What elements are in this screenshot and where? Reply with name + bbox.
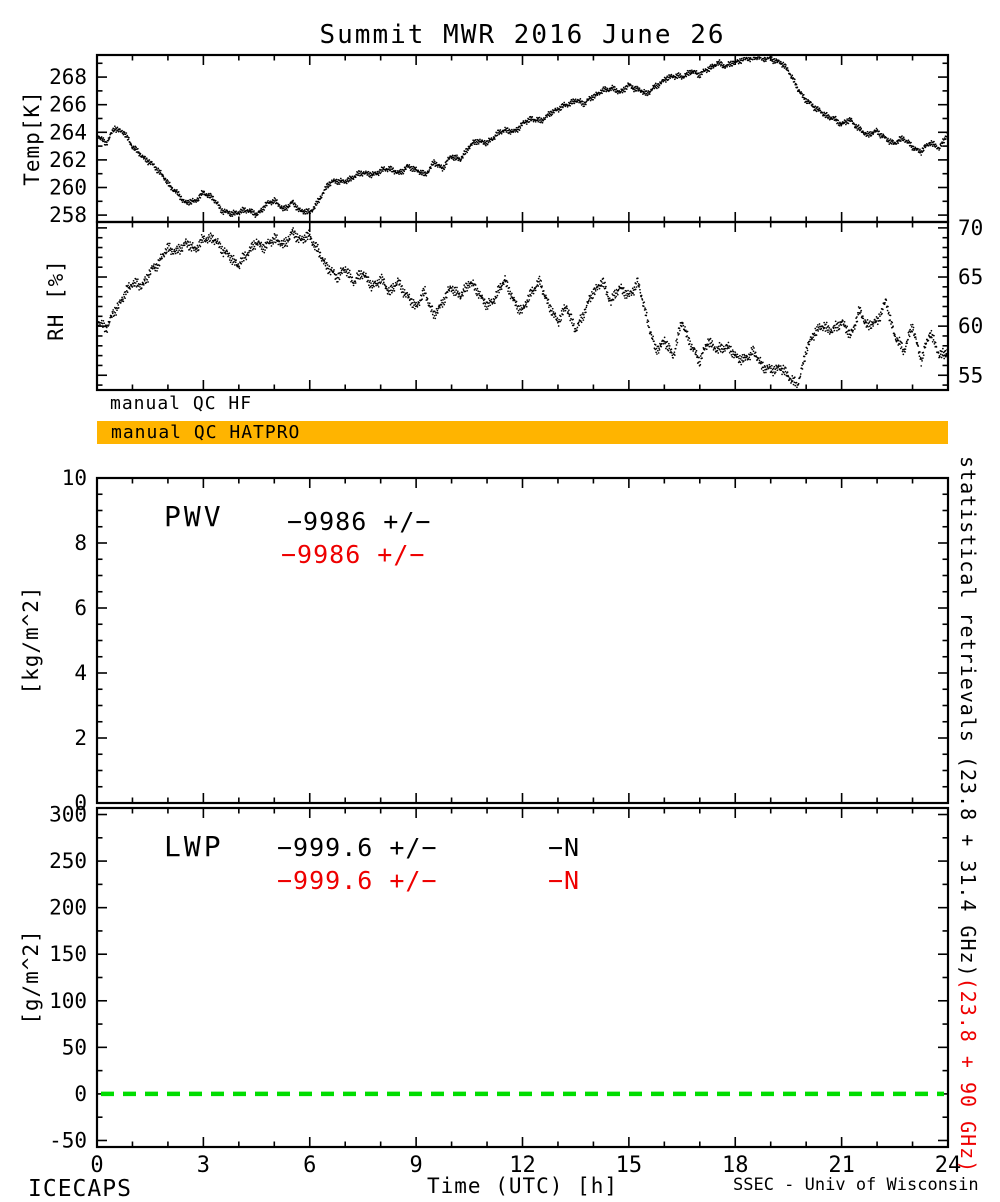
rh-axis-label: RH [%] [44, 259, 68, 341]
temp-plot-area: 258 260 262 264 266 268 [49, 53, 950, 227]
pwv-stat-black: −9986 +/− [287, 507, 432, 536]
svg-text:15: 15 [616, 1153, 643, 1178]
svg-text:9: 9 [410, 1153, 423, 1178]
svg-text:264: 264 [49, 120, 87, 144]
svg-text:8: 8 [74, 531, 87, 555]
svg-text:150: 150 [49, 942, 87, 966]
lwp-axis-label: [g/m^2] [19, 929, 43, 1025]
svg-text:100: 100 [49, 989, 87, 1013]
retrieval-caption: statistical retrievals (23.8 + 31.4 GHz)… [950, 456, 980, 1173]
svg-text:21: 21 [828, 1153, 855, 1178]
svg-text:10: 10 [62, 466, 87, 490]
chart-title: Summit MWR 2016 June 26 [319, 20, 726, 50]
pwv-plot-area: 0 2 4 6 8 10 [62, 466, 950, 815]
lwp-label: LWP [164, 830, 224, 863]
lwp-stat-red: −999.6 +/− [277, 866, 438, 895]
svg-text:268: 268 [49, 65, 87, 89]
svg-text:0: 0 [90, 1153, 103, 1178]
svg-text:0: 0 [74, 791, 87, 815]
svg-text:50: 50 [62, 1035, 87, 1059]
svg-text:6: 6 [303, 1153, 316, 1178]
svg-text:55: 55 [958, 363, 983, 387]
credit-label: SSEC - Univ of Wisconsin [733, 1175, 979, 1195]
svg-text:6: 6 [74, 596, 87, 620]
pwv-stat-red: −9986 +/− [281, 540, 426, 569]
retrieval-caption-red: (23.8 + 90 GHz) [956, 977, 980, 1174]
qc-hatpro-bar: manual QC HATPRO [97, 421, 948, 444]
svg-text:60: 60 [958, 314, 983, 338]
x-axis-label: Time (UTC) [h] [426, 1174, 618, 1198]
svg-text:266: 266 [49, 93, 87, 117]
lwp-plot-area: -50 0 50 100 150 200 250 300 [49, 803, 950, 1152]
svg-text:262: 262 [49, 148, 87, 172]
svg-text:70: 70 [958, 216, 983, 240]
svg-text:2: 2 [74, 726, 87, 750]
lwp-n-red: −N [548, 866, 581, 895]
project-label: ICECAPS [28, 1176, 132, 1202]
svg-text:-50: -50 [49, 1128, 87, 1152]
pwv-axis-label: [kg/m^2] [19, 585, 43, 695]
svg-text:4: 4 [74, 661, 87, 685]
temp-axis-label: Temp[K] [20, 90, 44, 186]
retrieval-caption-black: statistical retrievals (23.8 + 31.4 GHz) [956, 456, 980, 978]
svg-text:65: 65 [958, 265, 983, 289]
qc-hf-label: manual QC HF [110, 393, 253, 414]
svg-text:3: 3 [197, 1153, 210, 1178]
svg-text:300: 300 [49, 803, 87, 827]
rh-plot-area: 55 60 65 70 [95, 216, 983, 392]
svg-text:18: 18 [722, 1153, 749, 1178]
svg-text:200: 200 [49, 896, 87, 920]
svg-text:12: 12 [509, 1153, 536, 1178]
svg-text:250: 250 [49, 849, 87, 873]
lwp-stat-black: −999.6 +/− [277, 833, 438, 862]
svg-text:258: 258 [49, 203, 87, 227]
svg-text:0: 0 [74, 1082, 87, 1106]
lwp-n-black: −N [548, 833, 581, 862]
svg-text:24: 24 [935, 1153, 962, 1178]
qc-hatpro-label: manual QC HATPRO [111, 422, 301, 443]
svg-text:260: 260 [49, 175, 87, 199]
pwv-label: PWV [164, 500, 224, 533]
